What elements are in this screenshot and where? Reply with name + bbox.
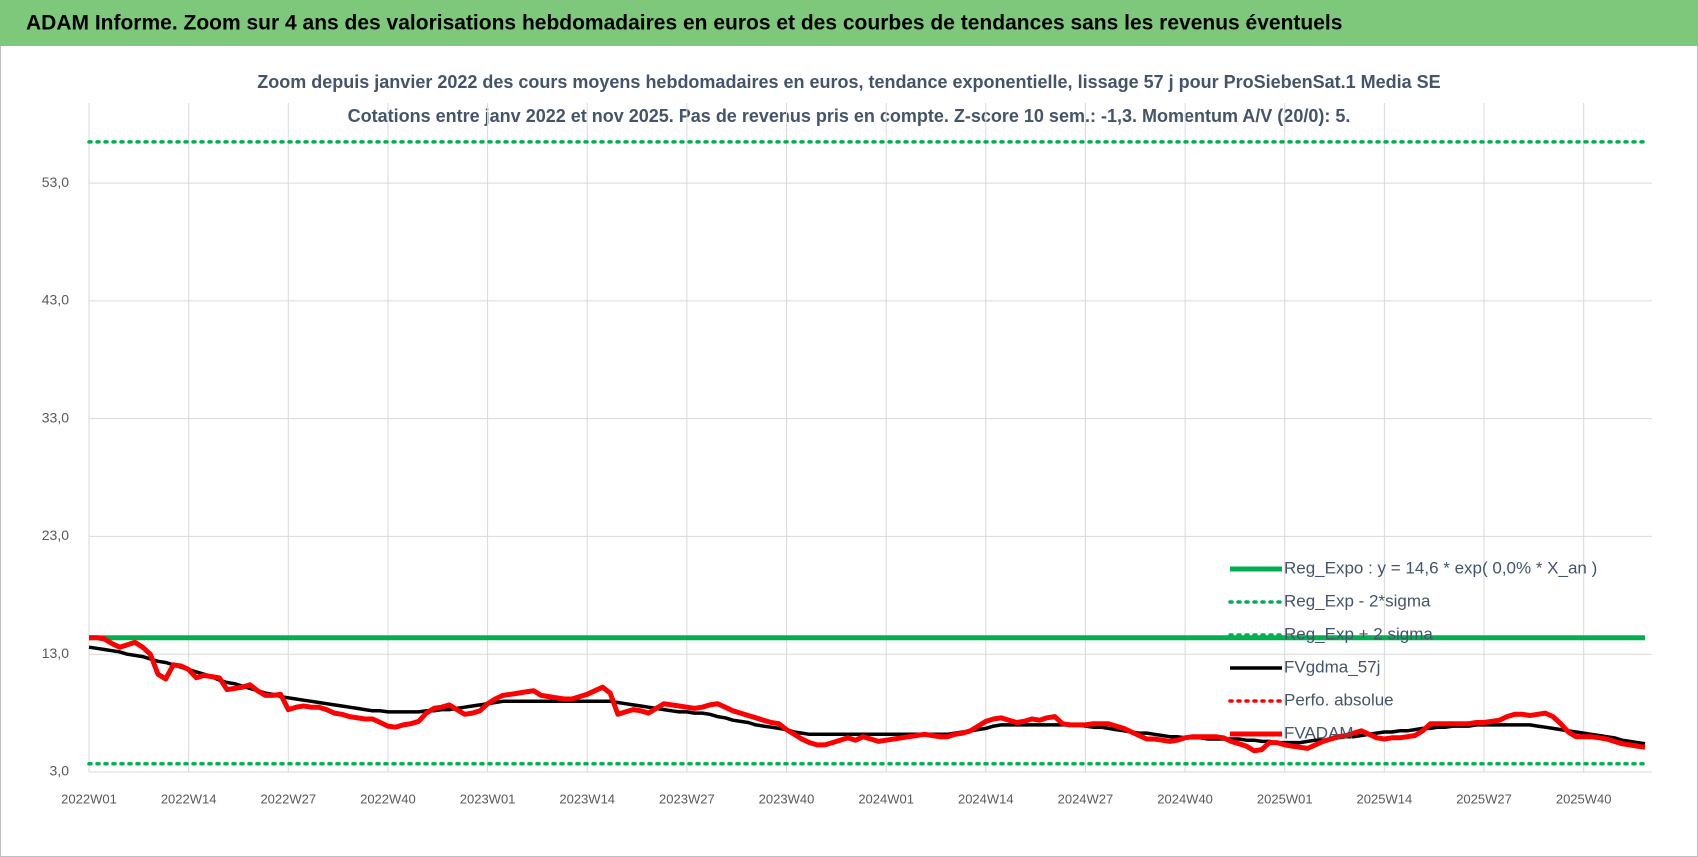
chart-title: Zoom depuis janvier 2022 des cours moyen… [257, 72, 1440, 92]
y-tick-label: 13,0 [42, 645, 69, 661]
x-tick-label: 2023W27 [659, 791, 715, 806]
x-tick-label: 2023W40 [759, 791, 815, 806]
x-tick-label: 2024W14 [958, 791, 1014, 806]
series-line [89, 635, 1646, 754]
legend-label: FVADAM [1284, 723, 1354, 742]
y-tick-label: 53,0 [42, 174, 69, 190]
chart-subtitle: Cotations entre janv 2022 et nov 2025. P… [348, 106, 1351, 126]
header-title: ADAM Informe. Zoom sur 4 ans des valoris… [26, 12, 1342, 35]
x-tick-label: 2024W01 [858, 791, 914, 806]
x-tick-label: 2024W40 [1157, 791, 1213, 806]
y-tick-label: 3,0 [50, 763, 70, 779]
legend-label: FVgdma_57j [1284, 657, 1380, 676]
legend-label: Reg_Expo : y = 14,6 * exp( 0,0% * X_an ) [1284, 558, 1597, 577]
y-tick-label: 23,0 [42, 527, 69, 543]
x-tick-label: 2022W01 [61, 791, 117, 806]
x-tick-label: 2025W01 [1257, 791, 1313, 806]
legend-label: Perfo. absolue [1284, 690, 1394, 709]
x-tick-label: 2022W27 [260, 791, 316, 806]
legend-label: Reg_Exp + 2 sigma [1284, 624, 1433, 643]
x-tick-label: 2025W40 [1556, 791, 1612, 806]
x-tick-label: 2022W14 [161, 791, 217, 806]
x-tick-label: 2022W40 [360, 791, 416, 806]
x-tick-label: 2023W14 [559, 791, 615, 806]
legend-label: Reg_Exp - 2*sigma [1284, 591, 1431, 610]
x-tick-label: 2023W01 [460, 791, 516, 806]
x-tick-label: 2025W14 [1357, 791, 1413, 806]
series-line [88, 645, 1646, 746]
y-tick-label: 43,0 [42, 292, 69, 308]
header-bar [0, 0, 1698, 46]
y-tick-label: 33,0 [42, 409, 69, 425]
x-tick-label: 2024W27 [1058, 791, 1114, 806]
x-tick-label: 2025W27 [1456, 791, 1512, 806]
